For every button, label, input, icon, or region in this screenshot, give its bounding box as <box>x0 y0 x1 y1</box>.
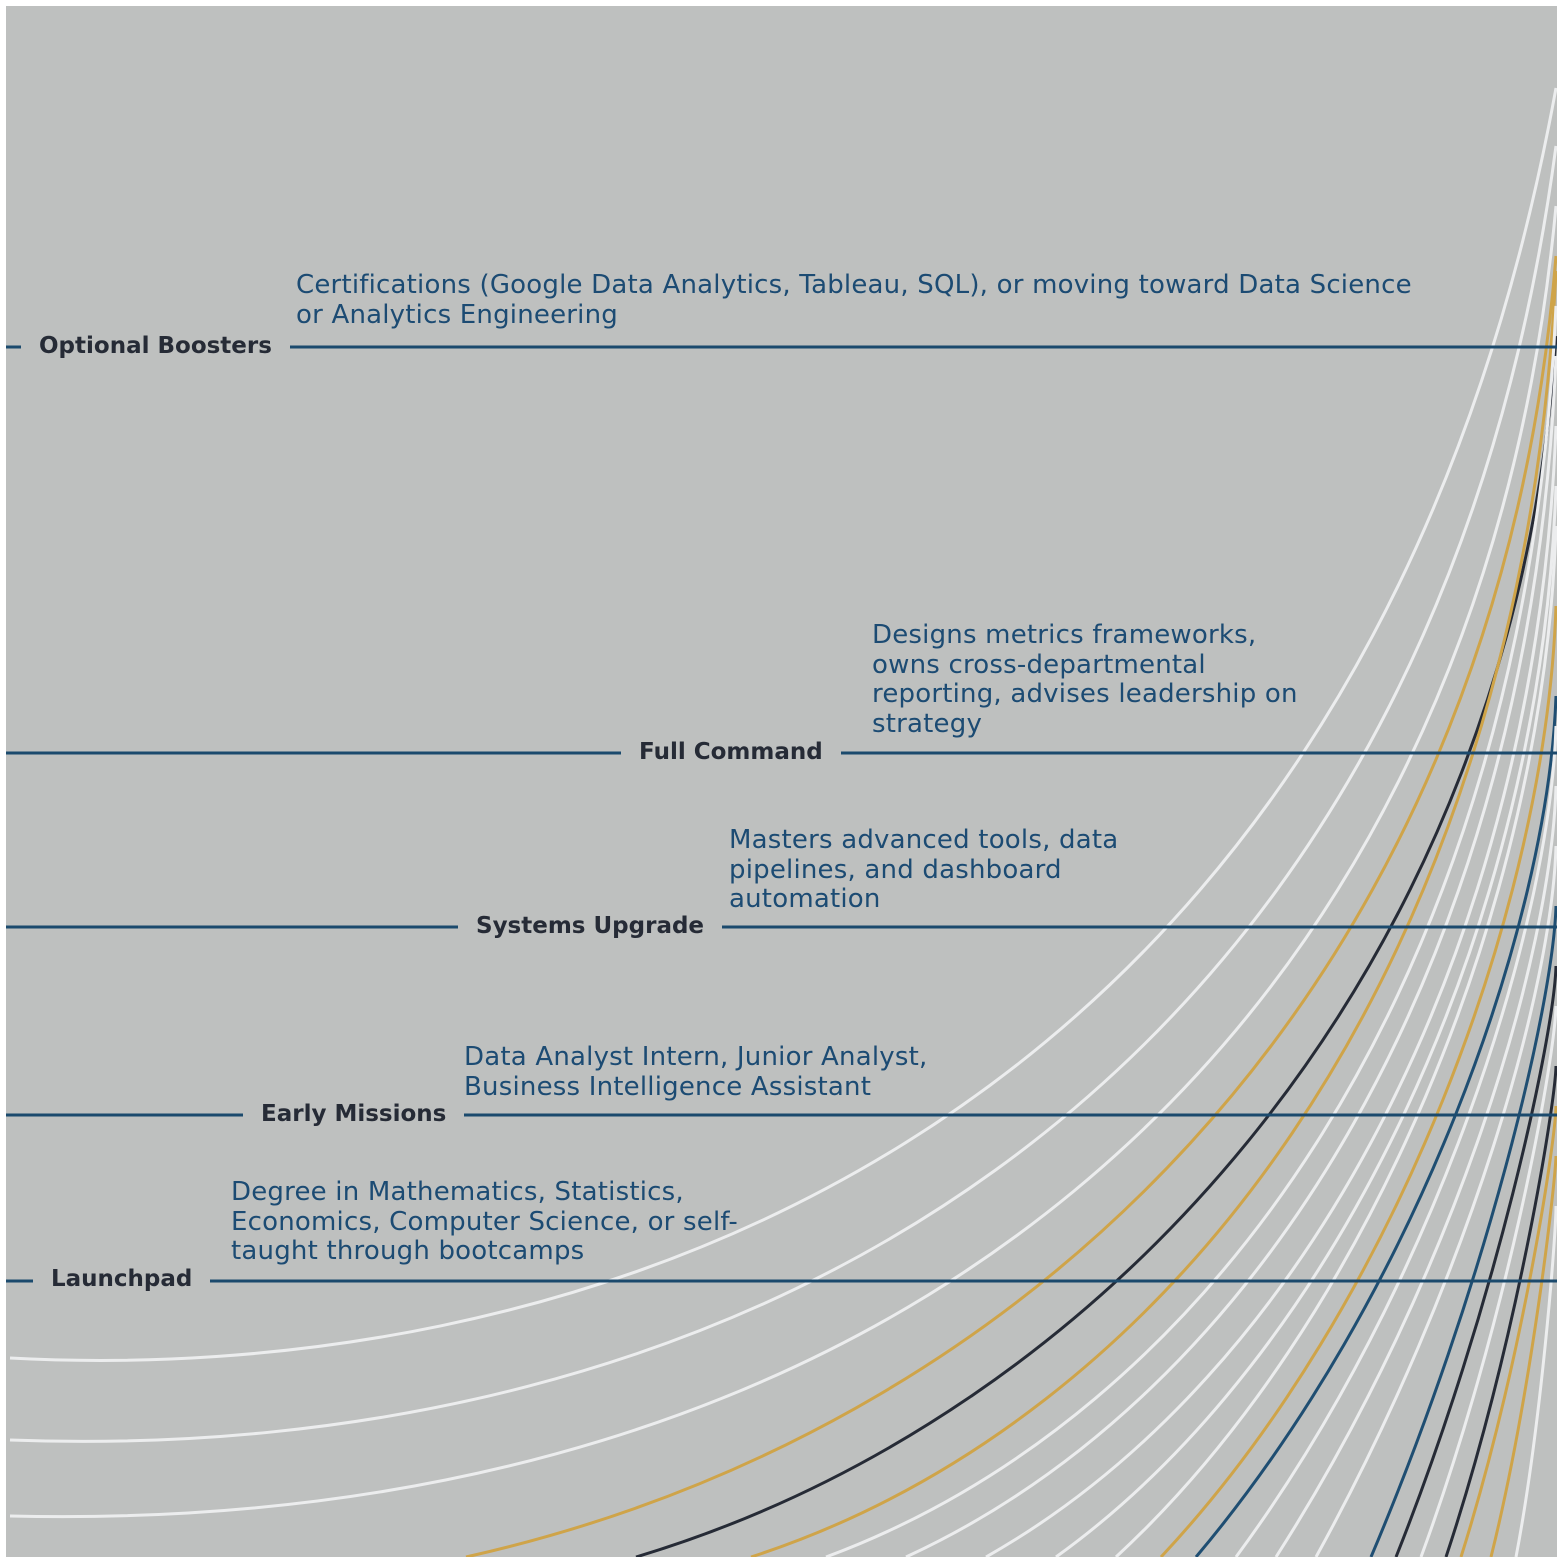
decorative-curve <box>1369 905 1557 1557</box>
decorative-curve <box>985 425 1557 1557</box>
decorative-curve <box>1394 965 1557 1557</box>
decorative-curve <box>1489 1155 1557 1557</box>
decorative-curve <box>1514 1205 1557 1557</box>
diagram-canvas: Optional Boosters Certifications (Google… <box>6 6 1557 1557</box>
decorative-curve <box>1114 525 1557 1557</box>
decorative-curve <box>1459 1105 1557 1557</box>
stage-description: Degree in Mathematics, Statistics, Econo… <box>231 1177 738 1266</box>
stage-label: Full Command <box>621 738 841 766</box>
stage-label: Systems Upgrade <box>458 912 723 940</box>
decorative-curve <box>1314 845 1557 1557</box>
decorative-curve <box>750 270 1557 1557</box>
stage-description: Masters advanced tools, data pipelines, … <box>729 825 1119 914</box>
decorative-curve <box>635 335 1557 1557</box>
stage-label: Launchpad <box>33 1265 211 1293</box>
stage-description: Designs metrics frameworks, owns cross-d… <box>872 620 1298 739</box>
decorative-curve <box>1419 1005 1557 1557</box>
decorative-curve <box>905 355 1557 1557</box>
decorative-curve <box>9 87 1557 1362</box>
stage-label: Optional Boosters <box>21 332 290 360</box>
decorative-curve <box>1159 605 1557 1557</box>
decorative-curve <box>825 305 1557 1557</box>
stage-description: Data Analyst Intern, Junior Analyst, Bus… <box>464 1042 928 1102</box>
decorative-curve <box>9 145 1557 1443</box>
decorative-curve <box>9 205 1557 1519</box>
decorative-curve <box>1444 1065 1557 1557</box>
decorative-curve <box>1274 785 1557 1557</box>
decorative-curves <box>6 87 1557 1557</box>
stage-description: Certifications (Google Data Analytics, T… <box>296 270 1412 330</box>
stage-label: Early Missions <box>243 1100 465 1128</box>
decorative-curve <box>465 255 1557 1557</box>
decorative-curve <box>1055 485 1557 1557</box>
